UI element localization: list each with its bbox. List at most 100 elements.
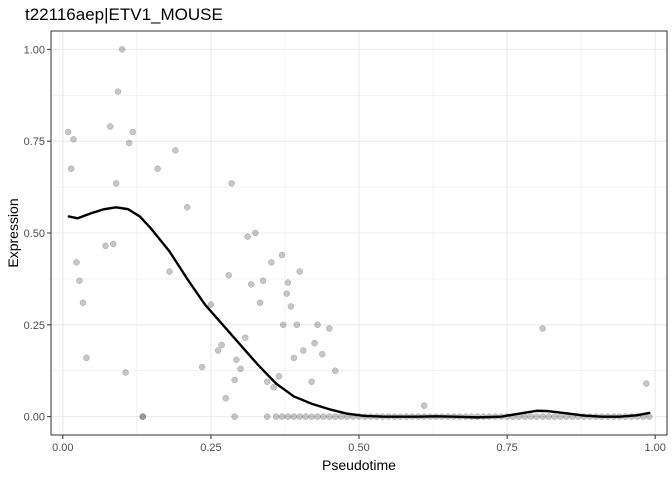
data-point (539, 325, 546, 332)
data-point (278, 413, 286, 420)
data-point (270, 384, 277, 391)
data-point (256, 299, 264, 307)
data-point (198, 363, 206, 371)
data-point (109, 240, 117, 248)
data-point (242, 334, 249, 341)
data-point (67, 165, 75, 172)
data-point (643, 380, 650, 387)
data-point (172, 147, 179, 154)
data-point (308, 413, 315, 420)
data-point (233, 356, 240, 363)
data-point (283, 290, 290, 297)
data-point (139, 413, 147, 420)
data-point (539, 413, 546, 420)
data-point (290, 413, 298, 420)
data-point (293, 321, 301, 329)
data-point (139, 413, 147, 420)
data-point (183, 204, 191, 211)
smooth-line-layer (67, 206, 651, 419)
data-point (287, 303, 295, 310)
data-point (79, 299, 87, 307)
data-point (64, 128, 72, 136)
y-tick-label: 1.00 (24, 44, 45, 56)
x-tick-label: 0.75 (496, 442, 517, 454)
data-point (231, 376, 238, 384)
data-point (326, 413, 333, 420)
data-point (302, 413, 309, 420)
data-point (278, 251, 286, 259)
x-axis-ticks: 0.00 0.25 0.50 0.75 1.00 (52, 435, 666, 454)
data-point (420, 402, 428, 409)
x-tick-label: 1.00 (644, 442, 665, 454)
data-point (83, 354, 90, 362)
data-point (296, 268, 304, 275)
data-point (263, 413, 271, 420)
data-point (557, 413, 564, 420)
data-point (268, 259, 275, 266)
data-point (284, 413, 292, 420)
data-point (337, 413, 345, 420)
data-point (125, 139, 133, 147)
data-point (118, 46, 126, 53)
data-point (122, 369, 129, 376)
data-point (112, 180, 120, 187)
data-point (332, 413, 339, 420)
data-point (222, 395, 229, 402)
data-point (320, 413, 327, 420)
data-point (73, 259, 80, 266)
data-point (76, 277, 83, 284)
data-point (319, 350, 326, 358)
x-tick-label: 0.50 (348, 442, 369, 454)
y-tick-label: 0.75 (24, 136, 45, 148)
data-point (106, 123, 114, 130)
data-point (263, 378, 271, 385)
data-point (225, 271, 232, 279)
data-point (527, 413, 535, 420)
y-tick-label: 0.00 (24, 412, 45, 424)
data-point (247, 281, 255, 288)
data-point (154, 165, 161, 172)
data-point (207, 301, 215, 308)
data-point (114, 88, 122, 95)
data-point (300, 347, 307, 354)
data-point (545, 413, 552, 420)
data-point (314, 413, 321, 420)
data-point (533, 413, 540, 420)
y-tick-label: 0.25 (24, 320, 45, 332)
data-point (237, 365, 244, 373)
data-point (214, 347, 222, 354)
data-point (102, 242, 109, 250)
data-point (284, 279, 292, 286)
data-point (314, 321, 321, 329)
data-point (129, 128, 136, 136)
data-point (332, 367, 339, 374)
data-point (228, 180, 235, 187)
data-point (311, 339, 318, 347)
grid (51, 31, 667, 435)
data-point (244, 233, 251, 240)
data-point (231, 413, 238, 420)
y-axis-ticks: 0.00 0.25 0.50 0.75 1.00 (24, 44, 51, 424)
data-point (70, 136, 77, 143)
smooth-line (67, 206, 651, 419)
data-point (521, 413, 529, 420)
data-point (252, 229, 259, 237)
data-point (326, 325, 333, 332)
data-point (259, 277, 267, 284)
data-point (551, 413, 558, 420)
x-axis-label: Pseudotime (322, 457, 396, 473)
data-point (296, 413, 304, 420)
data-point (279, 321, 287, 329)
data-point (308, 378, 315, 385)
y-axis-label: Expression (5, 198, 21, 267)
data-point (290, 354, 298, 362)
data-point (272, 413, 280, 420)
x-tick-label: 0.25 (200, 442, 221, 454)
x-tick-label: 0.00 (52, 442, 73, 454)
data-point (275, 372, 283, 380)
data-point (218, 341, 225, 349)
data-point (166, 268, 173, 275)
